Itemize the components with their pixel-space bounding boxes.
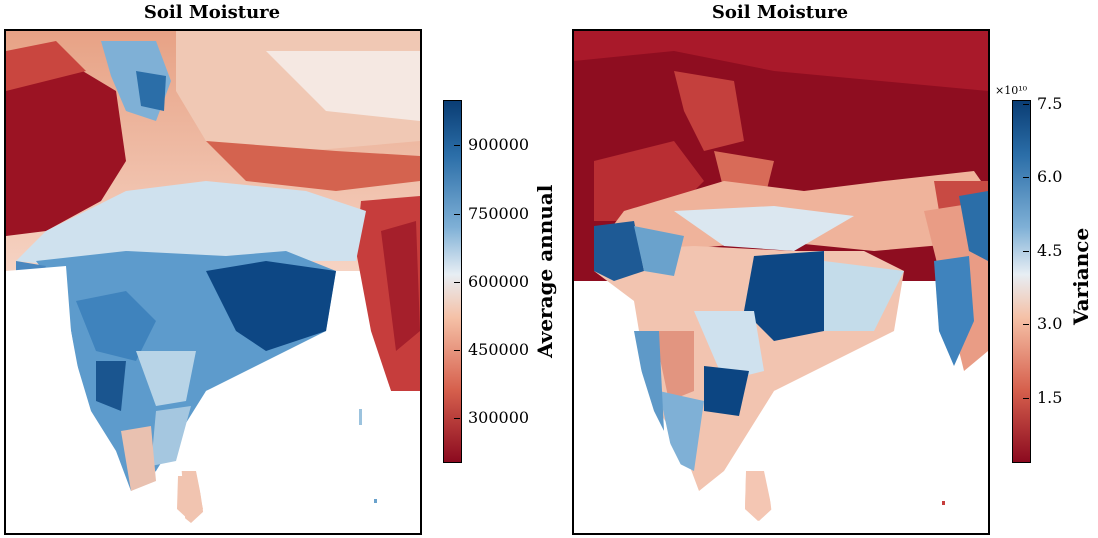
right-colorbar-tick — [1023, 324, 1029, 325]
right-colorbar-tick — [1023, 251, 1029, 252]
left-colorbar-tick — [454, 214, 460, 215]
right-colorbar-tick-label: 6.0 — [1037, 167, 1063, 186]
left-colorbar-tick — [454, 350, 460, 351]
right-colorbar-tick-label: 4.5 — [1037, 241, 1063, 260]
right-colorbar-tick — [1023, 104, 1029, 105]
right-colorbar-multiplier: ×10¹⁰ — [995, 84, 1028, 97]
left-colorbar — [443, 100, 462, 463]
left-colorbar-tick — [454, 418, 460, 419]
right-colorbar-tick-label: 1.5 — [1037, 388, 1063, 407]
left-colorbar-tick-label: 450000 — [468, 340, 530, 359]
right-colorbar-tick-label: 7.5 — [1037, 94, 1063, 113]
left-colorbar-tick — [454, 282, 460, 283]
left-colorbar-tick-label: 600000 — [468, 272, 530, 291]
right-colorbar-tick — [1023, 177, 1029, 178]
left-colorbar-tick — [454, 145, 460, 146]
left-map — [4, 29, 422, 535]
left-colorbar-tick-label: 750000 — [468, 204, 530, 223]
right-colorbar-label: Variance — [1069, 227, 1093, 325]
left-colorbar-label: Average annual — [533, 184, 557, 358]
right-colorbar-tick-label: 3.0 — [1037, 314, 1063, 333]
right-map — [572, 29, 990, 535]
left-colorbar-tick-label: 900000 — [468, 135, 530, 154]
left-map-raster — [6, 31, 420, 533]
right-colorbar — [1012, 100, 1031, 463]
left-map-title: Soil Moisture — [143, 2, 281, 23]
right-colorbar-tick — [1023, 398, 1029, 399]
left-colorbar-tick-label: 300000 — [468, 408, 530, 427]
right-map-title: Soil Moisture — [711, 2, 849, 23]
right-map-raster — [574, 31, 988, 533]
